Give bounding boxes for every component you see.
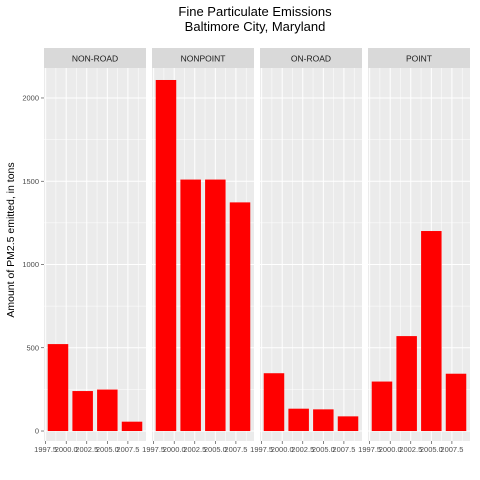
y-tick-label: 1000 (22, 260, 39, 269)
x-tick-label: 2000.0 (163, 445, 186, 454)
facet-strip (152, 48, 254, 68)
facet-strip (260, 48, 362, 68)
chart-title-line-2: Baltimore City, Maryland (185, 19, 326, 34)
bar-nonpoint-2005 (205, 179, 226, 432)
bar-point-2008 (445, 373, 467, 432)
y-tick-label: 2000 (22, 94, 39, 103)
bar-on-road-2008 (337, 416, 359, 432)
x-tick-label: 2002.5 (183, 445, 206, 454)
bar-non-road-2005 (97, 389, 118, 432)
facet-panels: 0500100015002000NON-ROAD1997.52000.02002… (22, 48, 470, 454)
facet-strip (368, 48, 470, 68)
bar-on-road-2002 (288, 408, 309, 432)
bar-non-road-2002 (72, 391, 93, 432)
bar-nonpoint-1999 (155, 79, 177, 432)
x-tick-label: 2005.0 (204, 445, 227, 454)
facet-strip-label: ON-ROAD (291, 54, 331, 64)
bar-non-road-2008 (121, 421, 143, 432)
x-tick-label: 1997.5 (250, 445, 273, 454)
x-tick-label: 1997.5 (358, 445, 381, 454)
facet-strip (44, 48, 146, 68)
y-axis-title: Amount of PM2.5 emitted, in tons (5, 162, 17, 317)
x-tick-label: 2002.5 (399, 445, 422, 454)
x-tick-label: 2002.5 (291, 445, 314, 454)
x-tick-label: 2000.0 (55, 445, 78, 454)
x-tick-label: 2005.0 (312, 445, 335, 454)
chart-title-line-1: Fine Particulate Emissions (178, 4, 332, 19)
bar-non-road-1999 (47, 344, 69, 432)
x-tick-label: 2007.5 (332, 445, 355, 454)
bar-nonpoint-2002 (180, 179, 201, 432)
bar-point-2005 (421, 231, 442, 432)
y-tick-label: 0 (35, 427, 39, 436)
bar-point-1999 (371, 381, 393, 432)
x-tick-label: 2005.0 (420, 445, 443, 454)
x-tick-label: 2007.5 (224, 445, 247, 454)
bar-point-2002 (396, 336, 417, 432)
x-tick-label: 2005.0 (96, 445, 119, 454)
facet-strip-label: POINT (406, 54, 432, 64)
bar-on-road-1999 (263, 373, 285, 432)
x-tick-label: 2007.5 (116, 445, 139, 454)
x-tick-label: 2007.5 (440, 445, 463, 454)
bar-nonpoint-2008 (229, 202, 251, 432)
x-tick-label: 2002.5 (75, 445, 98, 454)
facet-strip-label: NON-ROAD (72, 54, 118, 64)
x-tick-label: 2000.0 (379, 445, 402, 454)
x-tick-label: 1997.5 (142, 445, 165, 454)
y-tick-label: 1500 (22, 177, 39, 186)
facet-strip-label: NONPOINT (181, 54, 226, 64)
x-tick-label: 1997.5 (34, 445, 57, 454)
bar-on-road-2005 (313, 409, 334, 432)
y-tick-label: 500 (26, 343, 39, 352)
x-tick-label: 2000.0 (271, 445, 294, 454)
